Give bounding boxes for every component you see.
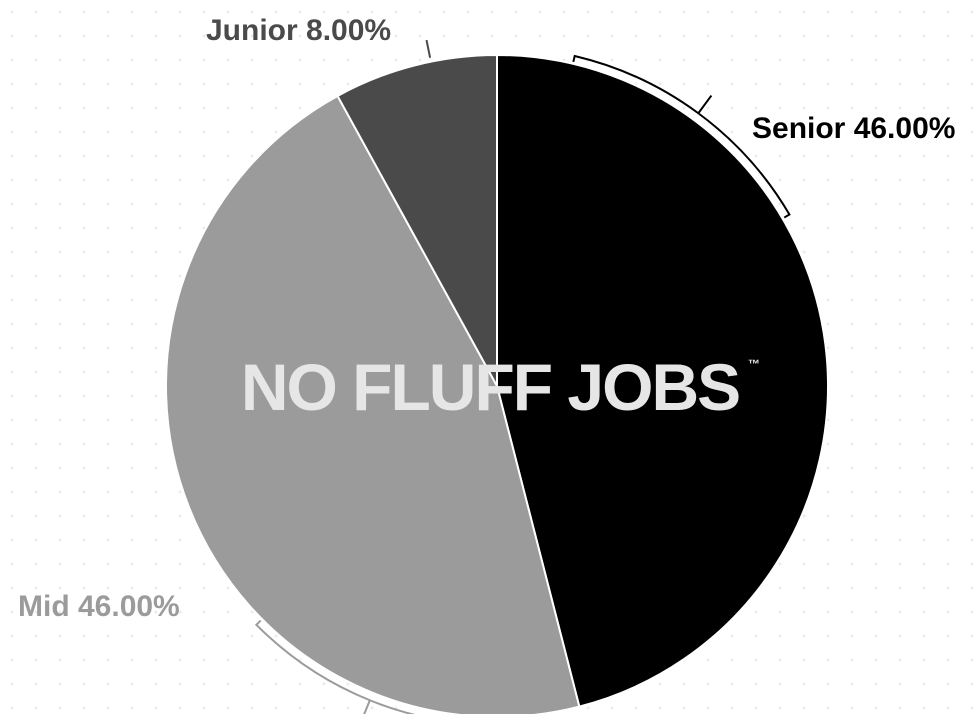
pie-slice-junior (336, 53, 498, 387)
slice-label-senior: Senior 46.00% (752, 112, 955, 145)
watermark-trademark: ™ (748, 357, 760, 371)
label-leaders (254, 39, 791, 714)
leader-mid (254, 619, 416, 714)
slice-labels: Senior 46.00% Mid 46.00% Junior 8.00% (18, 14, 955, 623)
slice-label-mid: Mid 46.00% (18, 590, 180, 623)
pie-slices (165, 53, 829, 714)
leader-senior (572, 54, 791, 219)
slice-label-junior: Junior 8.00% (206, 14, 391, 47)
pie-slice-mid (165, 94, 581, 714)
watermark-logo: NO FLUFF JOBS ™ (241, 350, 760, 424)
watermark-text: NO FLUFF JOBS (241, 350, 739, 424)
pie-slice-senior (496, 53, 829, 708)
leader-junior (425, 39, 432, 58)
